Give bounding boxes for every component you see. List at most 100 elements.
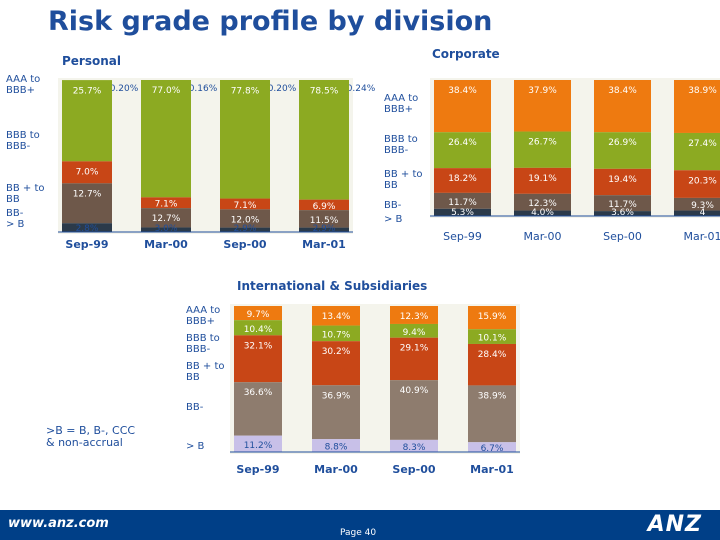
data-label: 20.3% xyxy=(688,176,717,186)
data-label: 32.1% xyxy=(244,341,273,351)
bar-segment xyxy=(220,198,270,210)
bar-segment xyxy=(220,227,270,232)
category-label: Sep-00 xyxy=(223,238,266,251)
bar-segment xyxy=(390,337,438,381)
bar-segment xyxy=(514,131,571,168)
category-label: Mar-01 xyxy=(470,463,514,476)
category-label: Sep-99 xyxy=(65,238,108,251)
bar-segment xyxy=(141,197,191,209)
bar-segment xyxy=(468,306,516,330)
anz-logo: ANZ xyxy=(647,512,702,537)
footer-bar: www.anz.com Page 40 ANZ xyxy=(0,510,720,540)
bar-segment xyxy=(468,329,516,344)
bar-segment xyxy=(62,80,112,81)
personal-row-label: > B xyxy=(6,219,25,230)
bar-segment xyxy=(390,439,438,452)
bar-segment xyxy=(434,80,491,133)
corporate-row-label: BBB to BBB- xyxy=(384,134,418,156)
bar-segment xyxy=(312,341,360,386)
data-label: 11.7% xyxy=(448,198,477,208)
bar-segment xyxy=(674,197,720,211)
data-label: 19.4% xyxy=(608,175,637,185)
bar-segment xyxy=(62,223,112,232)
category-label: Sep-00 xyxy=(392,463,435,476)
category-label: Sep-99 xyxy=(443,230,482,243)
bar-segment xyxy=(234,306,282,321)
corporate-row-label: BB- xyxy=(384,200,402,211)
bar-segment xyxy=(594,132,651,169)
category-label: Mar-00 xyxy=(523,230,561,243)
bar-segment xyxy=(468,343,516,386)
data-label: 11.7% xyxy=(608,200,637,210)
bar-segment xyxy=(390,306,438,324)
data-label: 8.8% xyxy=(325,443,348,453)
data-label: 19.1% xyxy=(528,174,557,184)
intl-row-label: AAA to BBB+ xyxy=(186,305,221,327)
data-label: 78.5% xyxy=(310,86,339,96)
data-label: 10.1% xyxy=(478,334,507,344)
data-label: 28.4% xyxy=(478,350,507,360)
bar-segment xyxy=(674,170,720,198)
bar-segment xyxy=(594,168,651,196)
bar-segment xyxy=(390,380,438,440)
bar-segment xyxy=(62,183,112,224)
data-label: 26.7% xyxy=(528,138,557,148)
corporate-subtitle: Corporate xyxy=(432,47,500,61)
bar-segment xyxy=(141,227,191,232)
bar-segment xyxy=(234,335,282,383)
personal-subtitle: Personal xyxy=(62,54,121,68)
data-label: 4 xyxy=(700,208,706,218)
bar-segment xyxy=(594,80,651,133)
data-label: 0.24% xyxy=(347,84,376,94)
corporate-row-label: AAA to BBB+ xyxy=(384,93,419,115)
bar-segment xyxy=(312,439,360,452)
data-label: 7.1% xyxy=(155,200,178,210)
bar-segment xyxy=(468,442,516,452)
bar-segment xyxy=(220,209,270,228)
bar-segment xyxy=(594,211,651,216)
data-label: 25.7% xyxy=(73,87,102,97)
data-label: 9.4% xyxy=(403,328,426,338)
intl-subtitle: International & Subsidiaries xyxy=(237,279,428,293)
data-label: 0.20% xyxy=(268,84,297,94)
category-label: Mar-00 xyxy=(314,463,358,476)
corporate-row-label: > B xyxy=(384,214,403,225)
data-label: 6.9% xyxy=(313,202,336,212)
bar-segment xyxy=(312,385,360,440)
bar-segment xyxy=(234,382,282,436)
data-label: 6.7% xyxy=(481,444,504,454)
bar-segment xyxy=(312,306,360,326)
bar-segment xyxy=(514,80,571,132)
data-label: 7.1% xyxy=(234,201,257,211)
data-label: 18.2% xyxy=(448,174,477,184)
personal-row-label: BBB to BBB- xyxy=(6,130,40,152)
category-label: Sep-00 xyxy=(603,230,642,243)
bar-segment xyxy=(62,80,112,162)
data-label: 77.0% xyxy=(152,86,181,96)
corporate-row-label: BB + to BB xyxy=(384,169,423,191)
bar-segment xyxy=(468,385,516,443)
data-label: 4.0% xyxy=(531,208,554,218)
data-label: 2.9% xyxy=(234,224,257,234)
data-label: 2.9% xyxy=(313,224,336,234)
personal-row-label: BB + to BB xyxy=(6,183,45,205)
data-label: 0.16% xyxy=(189,84,218,94)
intl-row-label: BB- xyxy=(186,402,204,413)
data-label: 27.4% xyxy=(688,139,717,149)
data-label: 15.9% xyxy=(478,312,507,322)
page-title: Risk grade profile by division xyxy=(48,6,493,37)
data-label: 12.0% xyxy=(231,215,260,225)
data-label: 3.6% xyxy=(611,208,634,218)
bar-segment xyxy=(674,210,720,216)
footer-url[interactable]: www.anz.com xyxy=(8,516,109,531)
category-label: Mar-00 xyxy=(144,238,188,251)
bar-segment xyxy=(434,208,491,216)
bar-segment xyxy=(514,210,571,216)
intl-row-label: BB + to BB xyxy=(186,361,225,383)
data-label: 38.4% xyxy=(448,86,477,96)
data-label: 77.8% xyxy=(231,86,260,96)
charts-canvas: 0.20% 25.7% 7.0% 12.7% 2.8% Sep-99 0.16% 77.0% 7… xyxy=(58,78,720,476)
data-label: 26.9% xyxy=(608,138,637,148)
data-label: 5.3% xyxy=(451,208,474,218)
data-label: 38.9% xyxy=(688,86,717,96)
